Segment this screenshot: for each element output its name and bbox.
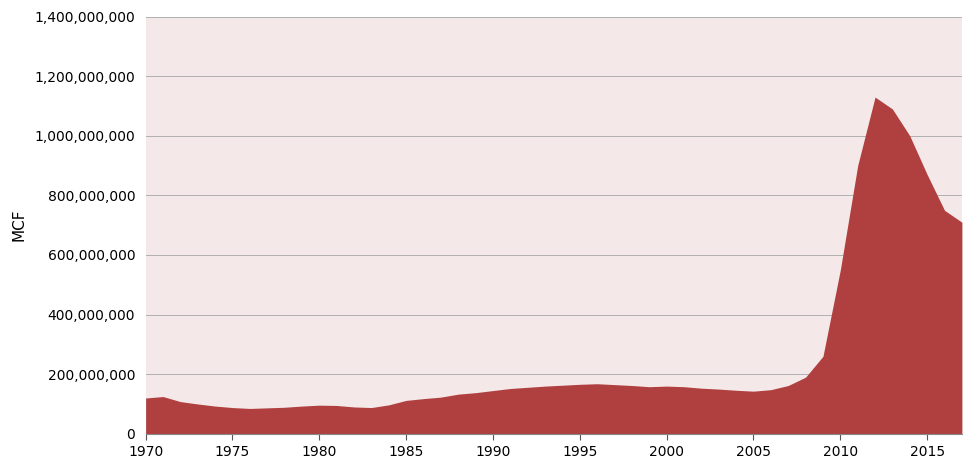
- Y-axis label: MCF: MCF: [11, 209, 26, 242]
